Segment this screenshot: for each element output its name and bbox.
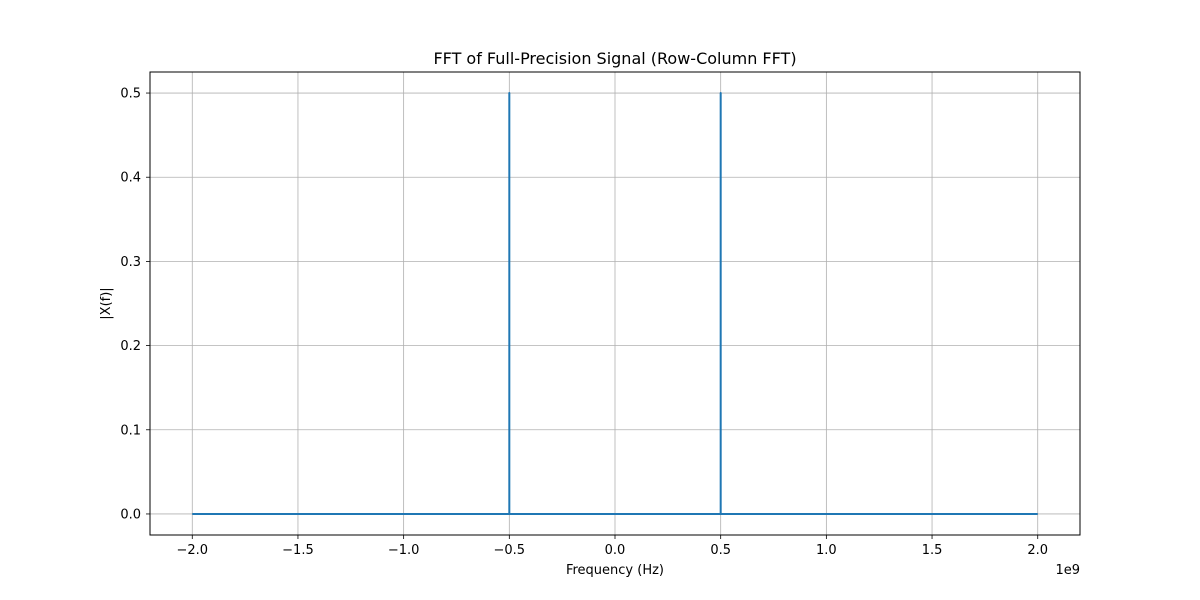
grid — [150, 72, 1080, 535]
ticks: −2.0 −1.5 −1.0 −0.5 0.0 0.5 1.0 1.5 2.0 0.0 0.1 0.2… — [120, 87, 1048, 558]
x-tick-label: 1.5 — [922, 543, 943, 558]
y-axis-title: |X(f)| — [99, 287, 114, 319]
chart-title: FFT of Full-Precision Signal (Row-Column… — [433, 49, 796, 68]
x-axis-offset-label: 1e9 — [1055, 563, 1080, 578]
y-tick-label: 0.3 — [120, 255, 141, 270]
y-tick-label: 0.0 — [120, 507, 141, 522]
x-tick-label: −0.5 — [494, 543, 526, 558]
y-tick-label: 0.5 — [120, 87, 141, 102]
x-tick-label: 0.0 — [605, 543, 626, 558]
y-tick-label: 0.1 — [120, 423, 141, 438]
x-tick-label: −1.5 — [282, 543, 314, 558]
x-tick-label: −2.0 — [176, 543, 208, 558]
y-tick-label: 0.4 — [120, 171, 141, 186]
x-tick-label: 1.0 — [816, 543, 837, 558]
x-tick-label: 2.0 — [1027, 543, 1048, 558]
y-tick-label: 0.2 — [120, 339, 141, 354]
spectrum-line — [192, 92, 1038, 515]
x-tick-label: 0.5 — [710, 543, 731, 558]
x-tick-label: −1.0 — [388, 543, 420, 558]
x-axis-title: Frequency (Hz) — [566, 563, 664, 578]
series-layer — [192, 92, 1038, 515]
